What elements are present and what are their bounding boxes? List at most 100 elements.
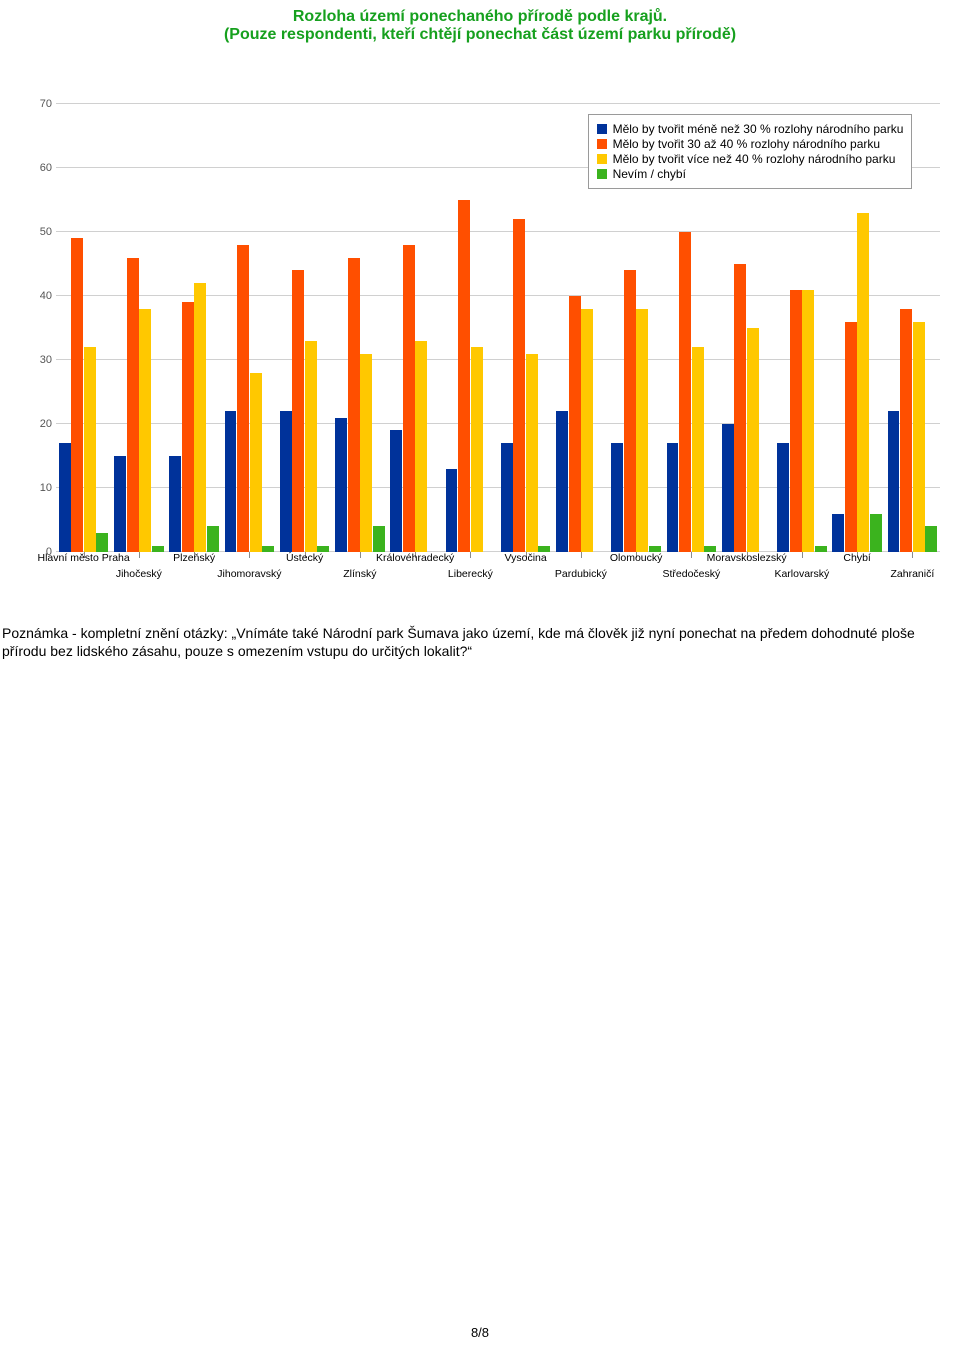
bar [71,238,83,552]
chart-title-line1: Rozloha území ponechaného přírodě podle … [0,8,960,26]
bar [458,200,470,552]
x-category-label: Plzeňský [173,552,215,564]
bar [194,283,206,552]
chart-legend: Mělo by tvořit méně než 30 % rozlohy nár… [588,114,913,189]
bar [84,347,96,552]
bar [624,270,636,552]
bar [169,456,181,552]
bar [280,411,292,552]
bar [679,232,691,552]
legend-swatch [597,169,607,179]
legend-swatch [597,154,607,164]
bar [636,309,648,552]
bar [611,443,623,552]
bar [373,526,385,552]
bar [777,443,789,552]
bar [139,309,151,552]
x-axis-row-bottom: Jihočeský Jihomoravský Zlínský Liberecký Par… [56,568,940,582]
gridline [56,103,940,104]
chart-title-block: Rozloha území ponechaného přírodě podle … [0,0,960,44]
footnote: Poznámka - kompletní znění otázky: „Vním… [2,624,952,660]
bar [305,341,317,552]
x-category-label: Zlínský [343,568,376,580]
legend-swatch [597,139,607,149]
legend-item: Mělo by tvořit méně než 30 % rozlohy nár… [597,122,904,136]
bar [888,411,900,552]
bar [925,526,937,552]
bar [857,213,869,552]
bar [501,443,513,552]
bar [526,354,538,552]
legend-item: Mělo by tvořit více než 40 % rozlohy nár… [597,152,904,166]
bar-chart: 010203040506070 Hlavní město PrahaPlzeňs… [10,104,950,594]
bar [667,443,679,552]
legend-label: Mělo by tvořit 30 až 40 % rozlohy národn… [613,137,880,151]
legend-label: Mělo by tvořit méně než 30 % rozlohy nár… [613,122,904,136]
y-tick-label: 50 [40,226,52,238]
y-tick-label: 60 [40,162,52,174]
bar [913,322,925,552]
y-tick-label: 20 [40,418,52,430]
legend-label: Nevím / chybí [613,167,686,181]
x-category-label: Liberecký [448,568,493,580]
y-tick-label: 10 [40,482,52,494]
x-axis-row-top: Hlavní město PrahaPlzeňskýÚsteckýKrálové… [56,552,940,566]
x-category-label: Jihomoravský [217,568,281,580]
legend-item: Nevím / chybí [597,167,904,181]
bar [802,290,814,552]
bar [360,354,372,552]
x-category-label: Hlavní město Praha [38,552,130,564]
bar [59,443,71,552]
legend-swatch [597,124,607,134]
bar [581,309,593,552]
bar [403,245,415,552]
x-category-label: Chybí [843,552,870,564]
bar [207,526,219,552]
x-category-label: Zahraničí [890,568,934,580]
x-category-label: Ústecký [286,552,323,564]
bar [225,411,237,552]
page-number: 8/8 [0,1325,960,1340]
bar [692,347,704,552]
bar [96,533,108,552]
bar [734,264,746,552]
x-axis: Hlavní město PrahaPlzeňskýÚsteckýKrálové… [56,552,940,594]
x-category-label: Moravskoslezský [707,552,787,564]
bar [446,469,458,552]
bar [569,296,581,552]
bar [556,411,568,552]
bar [790,290,802,552]
x-category-label: Olomoucký [610,552,663,564]
bar [335,418,347,552]
x-category-label: Karlovarský [774,568,829,580]
chart-title-line2: (Pouze respondenti, kteří chtějí ponecha… [0,26,960,44]
bar [415,341,427,552]
y-tick-label: 30 [40,354,52,366]
bar [722,424,734,552]
bar [513,219,525,552]
y-tick-label: 40 [40,290,52,302]
bar [182,302,194,552]
bar [870,514,882,552]
bar [114,456,126,552]
x-category-label: Jihočeský [116,568,162,580]
x-category-label: Středočeský [662,568,720,580]
x-category-label: Královéhradecký [376,552,454,564]
legend-item: Mělo by tvořit 30 až 40 % rozlohy národn… [597,137,904,151]
y-axis: 010203040506070 [10,104,56,552]
bar [832,514,844,552]
bar [348,258,360,552]
bar [900,309,912,552]
y-tick-label: 70 [40,98,52,110]
bar [127,258,139,552]
x-category-label: Vysočina [505,552,547,564]
bar [390,430,402,552]
bar [747,328,759,552]
bar [292,270,304,552]
bar [237,245,249,552]
bar [471,347,483,552]
bar [250,373,262,552]
chart-container: 010203040506070 Hlavní město PrahaPlzeňs… [10,104,950,594]
x-category-label: Pardubický [555,568,607,580]
gridline [56,231,940,232]
